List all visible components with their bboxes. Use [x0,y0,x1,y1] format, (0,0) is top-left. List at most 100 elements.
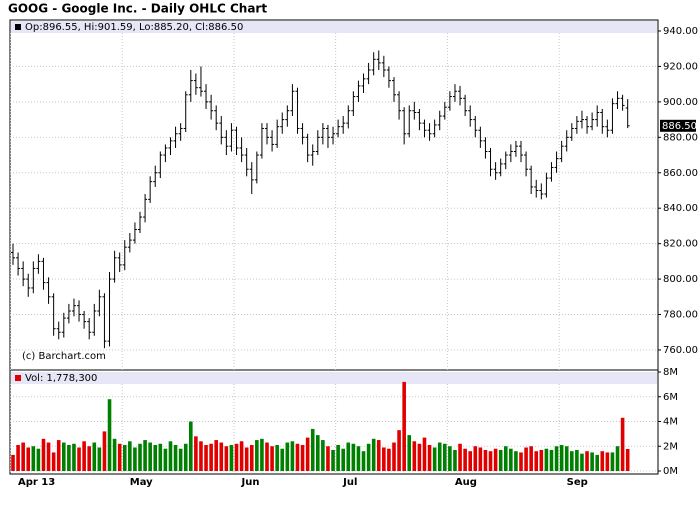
volume-bar [595,454,599,471]
volume-bar [402,381,406,471]
volume-bar [356,446,361,471]
volume-bar [285,442,290,471]
volume-bar [585,451,589,471]
volume-bar [204,445,208,471]
volume-bar [453,449,457,471]
volume-bar [600,451,605,471]
y-tick-label: 880.00 [663,132,698,143]
y-tick-label: 800.00 [663,274,698,285]
volume-bar [62,442,66,471]
volume-bar [92,442,97,471]
volume-bar [605,452,610,471]
volume-bar [148,442,152,471]
volume-strip [11,372,657,384]
last-price-label: 886.50 [662,121,697,132]
volume-bar [260,438,264,471]
volume-bar [341,448,345,471]
volume-bar [351,443,356,471]
volume-bar [498,449,503,471]
volume-bar [437,442,442,471]
volume-bar [183,443,188,471]
volume-bar [397,430,401,471]
volume-bar [31,446,36,471]
volume-bar [158,443,163,471]
volume-bar [509,448,513,471]
volume-bar [392,442,396,471]
volume-bar [336,445,340,471]
watermark: (c) Barchart.com [22,351,106,362]
volume-bar [72,443,76,471]
volume-bar [473,446,478,471]
volume-bar [290,441,295,471]
y-tick-label: 780.00 [663,310,698,321]
volume-bar [387,448,391,471]
y-tick-label: 860.00 [663,168,698,179]
volume-bar [11,454,15,471]
volume-bar [529,446,533,471]
y-tick-label: 0M [663,466,678,477]
volume-bar [255,440,259,471]
volume-bar [544,448,549,471]
volume-bar [432,447,437,471]
volume-bar [56,440,61,471]
volume-bar [417,443,422,471]
volume-bar [422,437,427,471]
y-tick-label: 900.00 [663,97,698,108]
y-tick-label: 760.00 [663,345,698,356]
y-tick-label: 920.00 [663,61,698,72]
volume-bar [331,449,335,471]
volume-bar [443,443,447,471]
volume-bar [275,445,279,471]
volume-bar [534,451,539,471]
y-tick-label: 2M [663,441,678,452]
volume-bar [107,399,112,471]
volume-bar [524,447,528,471]
volume-bar [270,446,274,471]
volume-bar [321,440,325,471]
volume-bar [478,447,483,471]
volume-bar [427,445,432,471]
volume-bar [67,445,71,471]
volume-bar [503,446,508,471]
volume-bar [209,443,213,471]
volume-bar [448,446,452,471]
x-tick-label: Jul [342,477,357,488]
volume-bar [219,442,224,471]
info-strip [11,21,657,33]
volume-bar [580,453,584,471]
volume-bar [117,443,122,471]
y-tick-label: 820.00 [663,239,698,250]
info-icon [15,24,21,30]
volume-bar [483,449,488,471]
volume-bar [163,448,168,471]
volume-bar [112,438,117,471]
volume-bar [539,449,544,471]
info-text: Op:896.55, Hi:901.59, Lo:885.20, Cl:886.… [25,22,243,33]
y-tick-label: 840.00 [663,203,698,214]
volume-bar [376,440,381,471]
volume-bar [407,435,412,471]
volume-bar [371,438,376,471]
volume-bar [46,442,51,471]
volume-bar [326,446,330,471]
x-tick-label: Aug [455,477,477,488]
volume-bar [234,443,239,471]
volume-bar [214,440,218,471]
volume-bar [554,446,559,471]
volume-bar [382,447,386,471]
volume-bar [36,448,41,471]
volume-bar [194,436,198,471]
last-price-box [660,119,696,132]
volume-bar [295,443,300,471]
y-tick-label: 4M [663,417,678,428]
volume-bar [153,445,158,471]
volume-bar [128,441,132,471]
volume-bar [82,441,86,471]
volume-bar [21,442,25,471]
volume-bar [199,441,203,471]
volume-bar [178,448,183,471]
volume-bar [300,445,305,471]
volume-bar [97,447,102,471]
volume-bar [305,437,310,471]
